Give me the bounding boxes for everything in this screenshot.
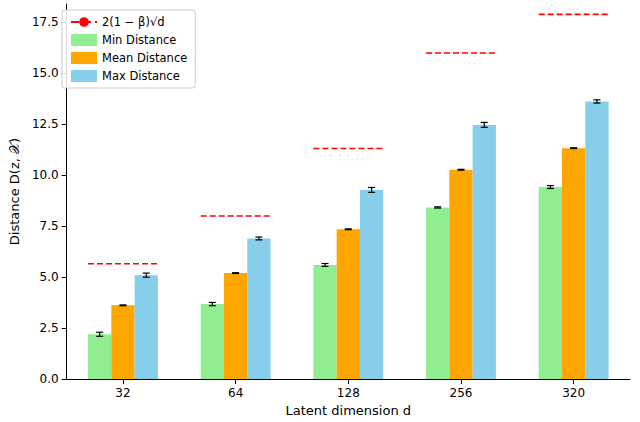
svg-text:128: 128 [337, 386, 360, 400]
svg-text:7.5: 7.5 [40, 219, 59, 233]
svg-text:32: 32 [115, 386, 130, 400]
svg-text:2(1 − β)√d: 2(1 − β)√d [102, 15, 165, 29]
svg-text:Max Distance: Max Distance [102, 69, 180, 83]
svg-text:2.5: 2.5 [40, 321, 59, 335]
svg-text:5.0: 5.0 [40, 270, 59, 284]
svg-text:Mean Distance: Mean Distance [102, 51, 187, 65]
svg-text:256: 256 [450, 386, 473, 400]
svg-text:320: 320 [562, 386, 585, 400]
svg-text:0.0: 0.0 [40, 372, 59, 386]
svg-text:17.5: 17.5 [32, 15, 59, 29]
svg-text:12.5: 12.5 [32, 117, 59, 131]
svg-text:Latent dimension d: Latent dimension d [286, 403, 412, 418]
svg-text:Distance D(z, 𝒳): Distance D(z, 𝒳) [7, 138, 22, 245]
svg-text:Min Distance: Min Distance [102, 33, 176, 47]
svg-text:15.0: 15.0 [32, 66, 59, 80]
svg-text:10.0: 10.0 [32, 168, 59, 182]
svg-text:64: 64 [228, 386, 243, 400]
